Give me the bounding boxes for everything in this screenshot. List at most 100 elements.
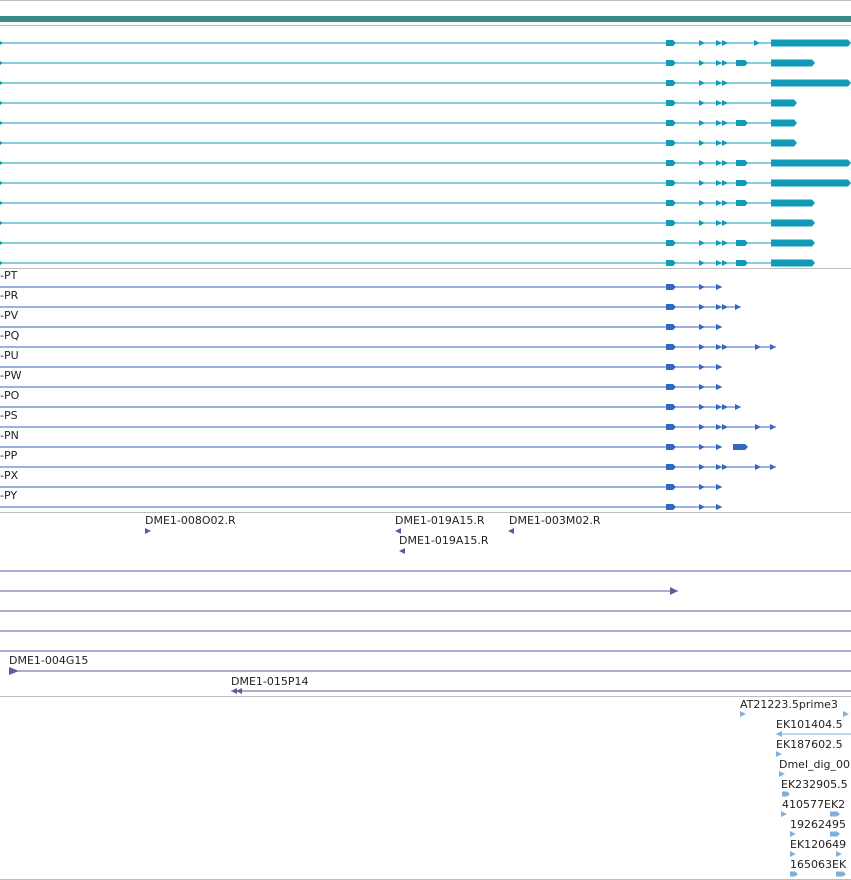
mrna-exon-arrow (699, 140, 705, 146)
isoform-label-pq[interactable]: -PQ (0, 329, 20, 342)
mrna-exon-arrow (716, 60, 722, 66)
mrna-exon-arrow (716, 200, 722, 206)
mrna-exon (666, 40, 676, 46)
mrna-start-cap (0, 221, 3, 225)
mrna-exon-arrow (716, 140, 722, 146)
mrna-exon-arrow (716, 100, 722, 106)
protein-exon (666, 504, 676, 510)
est-glyph (836, 871, 846, 877)
mrna-exon-arrow (699, 200, 705, 206)
mrna-utr-exon (771, 139, 797, 147)
mrna-exon-arrow (699, 120, 705, 126)
mrna-exon (666, 80, 676, 86)
est-label-ek101404[interactable]: EK101404.5 (776, 718, 843, 731)
mrna-exon-arrow (722, 260, 728, 266)
mrna-exon-arrow (716, 40, 722, 46)
isoform-label-pt[interactable]: -PT (0, 269, 18, 282)
mrna-start-cap (0, 81, 3, 85)
isoform-label-pr[interactable]: -PR (0, 289, 19, 302)
mrna-exon (666, 180, 676, 186)
protein-exon (666, 464, 676, 470)
clone-label-019a15-b[interactable]: DME1-019A15.R (399, 534, 489, 547)
protein-exon-arrow (755, 464, 761, 470)
protein-exon-arrow (722, 404, 728, 410)
mrna-utr-exon (771, 239, 815, 247)
mrna-exon-arrow (716, 240, 722, 246)
mrna-start-cap (0, 41, 3, 45)
mrna-exon-arrow (716, 180, 722, 186)
est-glyph (790, 851, 796, 857)
isoform-label-px[interactable]: -PX (0, 469, 19, 482)
mrna-exon-arrow (722, 220, 728, 226)
protein-exon-arrow (716, 404, 722, 410)
mrna-exon (666, 60, 676, 66)
mrna-exon-arrow (699, 160, 705, 166)
clone-end-glyph (145, 528, 151, 534)
est-label-ek232905[interactable]: EK232905.5 (781, 778, 848, 791)
clone-end-glyph (399, 548, 405, 554)
mrna-start-cap (0, 101, 3, 105)
isoform-label-pn[interactable]: -PN (0, 429, 19, 442)
est-label-ek120649[interactable]: EK120649 (790, 838, 847, 851)
mrna-exon-arrow (716, 80, 722, 86)
protein-exon (666, 384, 676, 390)
est-label-19262495[interactable]: 19262495 (790, 818, 846, 831)
isoform-label-py[interactable]: -PY (0, 489, 18, 502)
est-glyph (782, 791, 790, 797)
mrna-utr-exon (771, 159, 851, 167)
est-label-ek187602[interactable]: EK187602.5 (776, 738, 843, 751)
protein-exon-arrow (699, 484, 705, 490)
protein-end-arrow (770, 424, 776, 430)
mrna-exon-arrow (722, 200, 728, 206)
est-label-410577[interactable]: 410577EK2 (782, 798, 846, 811)
clone-label-019a15-a[interactable]: DME1-019A15.R (395, 514, 485, 527)
est-glyph (776, 751, 782, 757)
mrna-exon (666, 160, 676, 166)
mrna-exon (666, 240, 676, 246)
mrna-exon-arrow (722, 100, 728, 106)
mrna-exon-arrow (716, 160, 722, 166)
mrna-start-cap (0, 121, 3, 125)
isoform-label-pv[interactable]: -PV (0, 309, 19, 322)
mrna-exon-arrow (699, 220, 705, 226)
protein-end-arrow (770, 344, 776, 350)
isoform-label-pw[interactable]: -PW (0, 369, 22, 382)
protein-exon-arrow (722, 304, 728, 310)
protein-end-arrow (735, 404, 741, 410)
mrna-exon-arrow (716, 260, 722, 266)
mrna-utr-exon (771, 79, 851, 87)
protein-end-arrow (716, 384, 722, 390)
mrna-exon (666, 100, 676, 106)
protein-exon (666, 444, 676, 450)
bac-label-004g15[interactable]: DME1-004G15 (9, 654, 89, 667)
mrna-utr-exon (771, 39, 851, 47)
mrna-utr-exon (771, 219, 815, 227)
clone-label-003m02[interactable]: DME1-003M02.R (509, 514, 601, 527)
mrna-exon (736, 200, 748, 206)
clone-label-008o02[interactable]: DME1-008O02.R (145, 514, 236, 527)
isoform-label-ps[interactable]: -PS (0, 409, 18, 422)
bac-label-015p14[interactable]: DME1-015P14 (231, 675, 309, 688)
mrna-exon-arrow (722, 60, 728, 66)
est-label-at21223[interactable]: AT21223.5prime3 (740, 698, 838, 711)
mrna-exon-arrow (699, 100, 705, 106)
mrna-utr-exon (771, 259, 815, 267)
mrna-exon-arrow (699, 60, 705, 66)
mrna-start-cap (0, 201, 3, 205)
isoform-label-pp[interactable]: -PP (0, 449, 18, 462)
est-label-165063[interactable]: 165063EK (790, 858, 847, 871)
est-label-dmel-dig[interactable]: Dmel_dig_00 (779, 758, 851, 771)
mrna-exon (666, 120, 676, 126)
est-glyph (740, 711, 746, 717)
mrna-utr-exon (771, 119, 797, 127)
isoform-label-po[interactable]: -PO (0, 389, 20, 402)
mrna-exon (666, 260, 676, 266)
isoform-label-pu[interactable]: -PU (0, 349, 19, 362)
protein-exon-arrow (716, 464, 722, 470)
protein-exon-arrow (699, 404, 705, 410)
clone-end-glyph (395, 528, 401, 534)
protein-end-arrow (716, 444, 722, 450)
protein-exon (666, 484, 676, 490)
mrna-exon-arrow (722, 140, 728, 146)
